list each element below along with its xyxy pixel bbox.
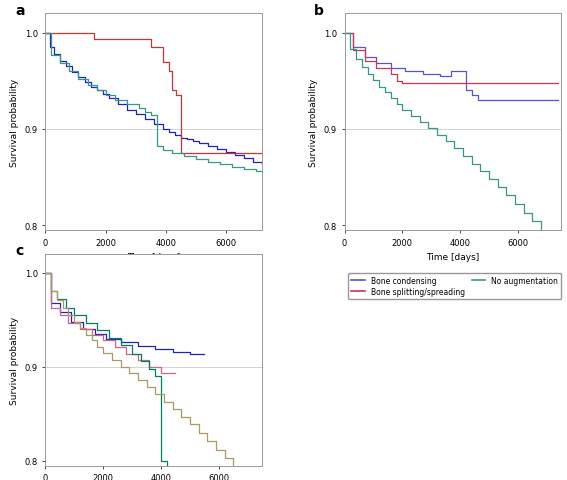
X-axis label: Time [days]: Time [days]	[426, 252, 480, 262]
Legend: No augmentation, Sinus lift (internal), Sinus lift (other): No augmentation, Sinus lift (internal), …	[49, 273, 235, 300]
Y-axis label: Survival probability: Survival probability	[309, 78, 318, 167]
Text: b: b	[314, 4, 324, 18]
Legend: Bone condensing, Bone splitting/spreading, No augmentation: Bone condensing, Bone splitting/spreadin…	[348, 273, 561, 300]
Text: c: c	[15, 244, 23, 258]
Y-axis label: Survival probability: Survival probability	[10, 316, 19, 404]
Text: a: a	[15, 4, 24, 18]
X-axis label: Time [days]: Time [days]	[127, 252, 180, 262]
Y-axis label: Survival probability: Survival probability	[10, 78, 19, 167]
